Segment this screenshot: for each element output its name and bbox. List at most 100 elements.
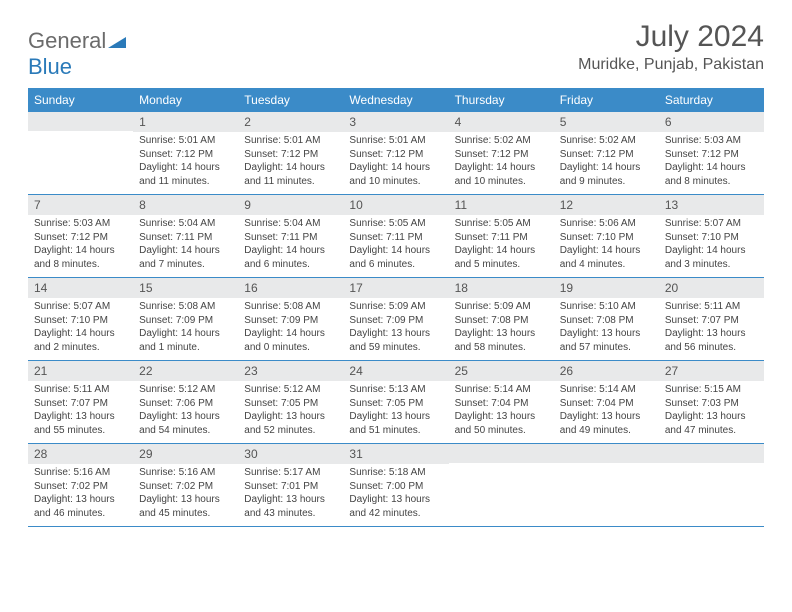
sunset-text: Sunset: 7:00 PM: [349, 480, 442, 494]
sunset-text: Sunset: 7:10 PM: [34, 314, 127, 328]
day-number: 2: [238, 112, 343, 132]
day-number: 19: [554, 278, 659, 298]
day-cell: 8Sunrise: 5:04 AMSunset: 7:11 PMDaylight…: [133, 195, 238, 277]
sunset-text: Sunset: 7:12 PM: [139, 148, 232, 162]
day-info: Sunrise: 5:16 AMSunset: 7:02 PMDaylight:…: [133, 464, 238, 526]
day-number: 25: [449, 361, 554, 381]
day-number: 6: [659, 112, 764, 132]
sunset-text: Sunset: 7:03 PM: [665, 397, 758, 411]
sunrise-text: Sunrise: 5:12 AM: [244, 383, 337, 397]
sunrise-text: Sunrise: 5:05 AM: [349, 217, 442, 231]
day-number: 22: [133, 361, 238, 381]
title-block: July 2024 Muridke, Punjab, Pakistan: [578, 20, 764, 74]
day-number: 29: [133, 444, 238, 464]
sunset-text: Sunset: 7:12 PM: [560, 148, 653, 162]
day-cell: 13Sunrise: 5:07 AMSunset: 7:10 PMDayligh…: [659, 195, 764, 277]
location-text: Muridke, Punjab, Pakistan: [578, 56, 764, 74]
day-cell: 29Sunrise: 5:16 AMSunset: 7:02 PMDayligh…: [133, 444, 238, 526]
sunset-text: Sunset: 7:12 PM: [34, 231, 127, 245]
weekday-header: Tuesday: [238, 88, 343, 112]
week-row: 7Sunrise: 5:03 AMSunset: 7:12 PMDaylight…: [28, 195, 764, 278]
day-number: 30: [238, 444, 343, 464]
day-number: 26: [554, 361, 659, 381]
sunset-text: Sunset: 7:06 PM: [139, 397, 232, 411]
page-header: GeneralBlue July 2024 Muridke, Punjab, P…: [28, 20, 764, 80]
sunrise-text: Sunrise: 5:04 AM: [139, 217, 232, 231]
sunset-text: Sunset: 7:08 PM: [560, 314, 653, 328]
day-number-empty: [28, 112, 133, 131]
logo-word1: General: [28, 28, 106, 53]
day-number: 24: [343, 361, 448, 381]
daylight-text: Daylight: 14 hours and 11 minutes.: [244, 161, 337, 188]
weekday-header: Sunday: [28, 88, 133, 112]
day-number: 10: [343, 195, 448, 215]
day-cell: 4Sunrise: 5:02 AMSunset: 7:12 PMDaylight…: [449, 112, 554, 194]
day-cell: 21Sunrise: 5:11 AMSunset: 7:07 PMDayligh…: [28, 361, 133, 443]
day-cell: 3Sunrise: 5:01 AMSunset: 7:12 PMDaylight…: [343, 112, 448, 194]
daylight-text: Daylight: 13 hours and 47 minutes.: [665, 410, 758, 437]
day-info: Sunrise: 5:14 AMSunset: 7:04 PMDaylight:…: [554, 381, 659, 443]
sunset-text: Sunset: 7:05 PM: [349, 397, 442, 411]
sunset-text: Sunset: 7:04 PM: [560, 397, 653, 411]
day-info: Sunrise: 5:08 AMSunset: 7:09 PMDaylight:…: [238, 298, 343, 360]
day-info: Sunrise: 5:05 AMSunset: 7:11 PMDaylight:…: [343, 215, 448, 277]
daylight-text: Daylight: 14 hours and 1 minute.: [139, 327, 232, 354]
daylight-text: Daylight: 14 hours and 4 minutes.: [560, 244, 653, 271]
day-cell: 7Sunrise: 5:03 AMSunset: 7:12 PMDaylight…: [28, 195, 133, 277]
day-number: 15: [133, 278, 238, 298]
weekday-header: Thursday: [449, 88, 554, 112]
sunrise-text: Sunrise: 5:16 AM: [34, 466, 127, 480]
day-cell: 12Sunrise: 5:06 AMSunset: 7:10 PMDayligh…: [554, 195, 659, 277]
sunrise-text: Sunrise: 5:07 AM: [34, 300, 127, 314]
weekday-header-row: Sunday Monday Tuesday Wednesday Thursday…: [28, 88, 764, 112]
daylight-text: Daylight: 13 hours and 42 minutes.: [349, 493, 442, 520]
logo-triangle-icon: [108, 28, 126, 54]
daylight-text: Daylight: 13 hours and 49 minutes.: [560, 410, 653, 437]
day-number: 3: [343, 112, 448, 132]
day-info: Sunrise: 5:12 AMSunset: 7:05 PMDaylight:…: [238, 381, 343, 443]
day-info: Sunrise: 5:15 AMSunset: 7:03 PMDaylight:…: [659, 381, 764, 443]
day-cell: 23Sunrise: 5:12 AMSunset: 7:05 PMDayligh…: [238, 361, 343, 443]
day-cell: 10Sunrise: 5:05 AMSunset: 7:11 PMDayligh…: [343, 195, 448, 277]
day-info: Sunrise: 5:05 AMSunset: 7:11 PMDaylight:…: [449, 215, 554, 277]
day-cell: 19Sunrise: 5:10 AMSunset: 7:08 PMDayligh…: [554, 278, 659, 360]
day-info: Sunrise: 5:02 AMSunset: 7:12 PMDaylight:…: [554, 132, 659, 194]
daylight-text: Daylight: 14 hours and 10 minutes.: [349, 161, 442, 188]
day-cell: 17Sunrise: 5:09 AMSunset: 7:09 PMDayligh…: [343, 278, 448, 360]
day-number: 23: [238, 361, 343, 381]
day-number: 7: [28, 195, 133, 215]
daylight-text: Daylight: 13 hours and 57 minutes.: [560, 327, 653, 354]
sunrise-text: Sunrise: 5:03 AM: [665, 134, 758, 148]
day-info: Sunrise: 5:03 AMSunset: 7:12 PMDaylight:…: [28, 215, 133, 277]
day-number: 16: [238, 278, 343, 298]
day-cell: 22Sunrise: 5:12 AMSunset: 7:06 PMDayligh…: [133, 361, 238, 443]
sunrise-text: Sunrise: 5:11 AM: [665, 300, 758, 314]
sunset-text: Sunset: 7:12 PM: [349, 148, 442, 162]
day-info: Sunrise: 5:02 AMSunset: 7:12 PMDaylight:…: [449, 132, 554, 194]
sunset-text: Sunset: 7:11 PM: [139, 231, 232, 245]
sunrise-text: Sunrise: 5:14 AM: [455, 383, 548, 397]
sunrise-text: Sunrise: 5:04 AM: [244, 217, 337, 231]
sunrise-text: Sunrise: 5:16 AM: [139, 466, 232, 480]
weekday-header: Monday: [133, 88, 238, 112]
day-cell: [554, 444, 659, 526]
daylight-text: Daylight: 13 hours and 55 minutes.: [34, 410, 127, 437]
sunset-text: Sunset: 7:09 PM: [244, 314, 337, 328]
day-info: Sunrise: 5:11 AMSunset: 7:07 PMDaylight:…: [659, 298, 764, 360]
sunset-text: Sunset: 7:10 PM: [665, 231, 758, 245]
sunset-text: Sunset: 7:08 PM: [455, 314, 548, 328]
week-row: 21Sunrise: 5:11 AMSunset: 7:07 PMDayligh…: [28, 361, 764, 444]
logo: GeneralBlue: [28, 28, 126, 80]
daylight-text: Daylight: 13 hours and 52 minutes.: [244, 410, 337, 437]
day-info: Sunrise: 5:18 AMSunset: 7:00 PMDaylight:…: [343, 464, 448, 526]
sunset-text: Sunset: 7:12 PM: [244, 148, 337, 162]
day-number: 13: [659, 195, 764, 215]
sunset-text: Sunset: 7:05 PM: [244, 397, 337, 411]
sunrise-text: Sunrise: 5:01 AM: [244, 134, 337, 148]
daylight-text: Daylight: 14 hours and 6 minutes.: [349, 244, 442, 271]
week-row: 28Sunrise: 5:16 AMSunset: 7:02 PMDayligh…: [28, 444, 764, 527]
sunrise-text: Sunrise: 5:12 AM: [139, 383, 232, 397]
sunset-text: Sunset: 7:12 PM: [665, 148, 758, 162]
sunrise-text: Sunrise: 5:01 AM: [139, 134, 232, 148]
day-cell: 9Sunrise: 5:04 AMSunset: 7:11 PMDaylight…: [238, 195, 343, 277]
